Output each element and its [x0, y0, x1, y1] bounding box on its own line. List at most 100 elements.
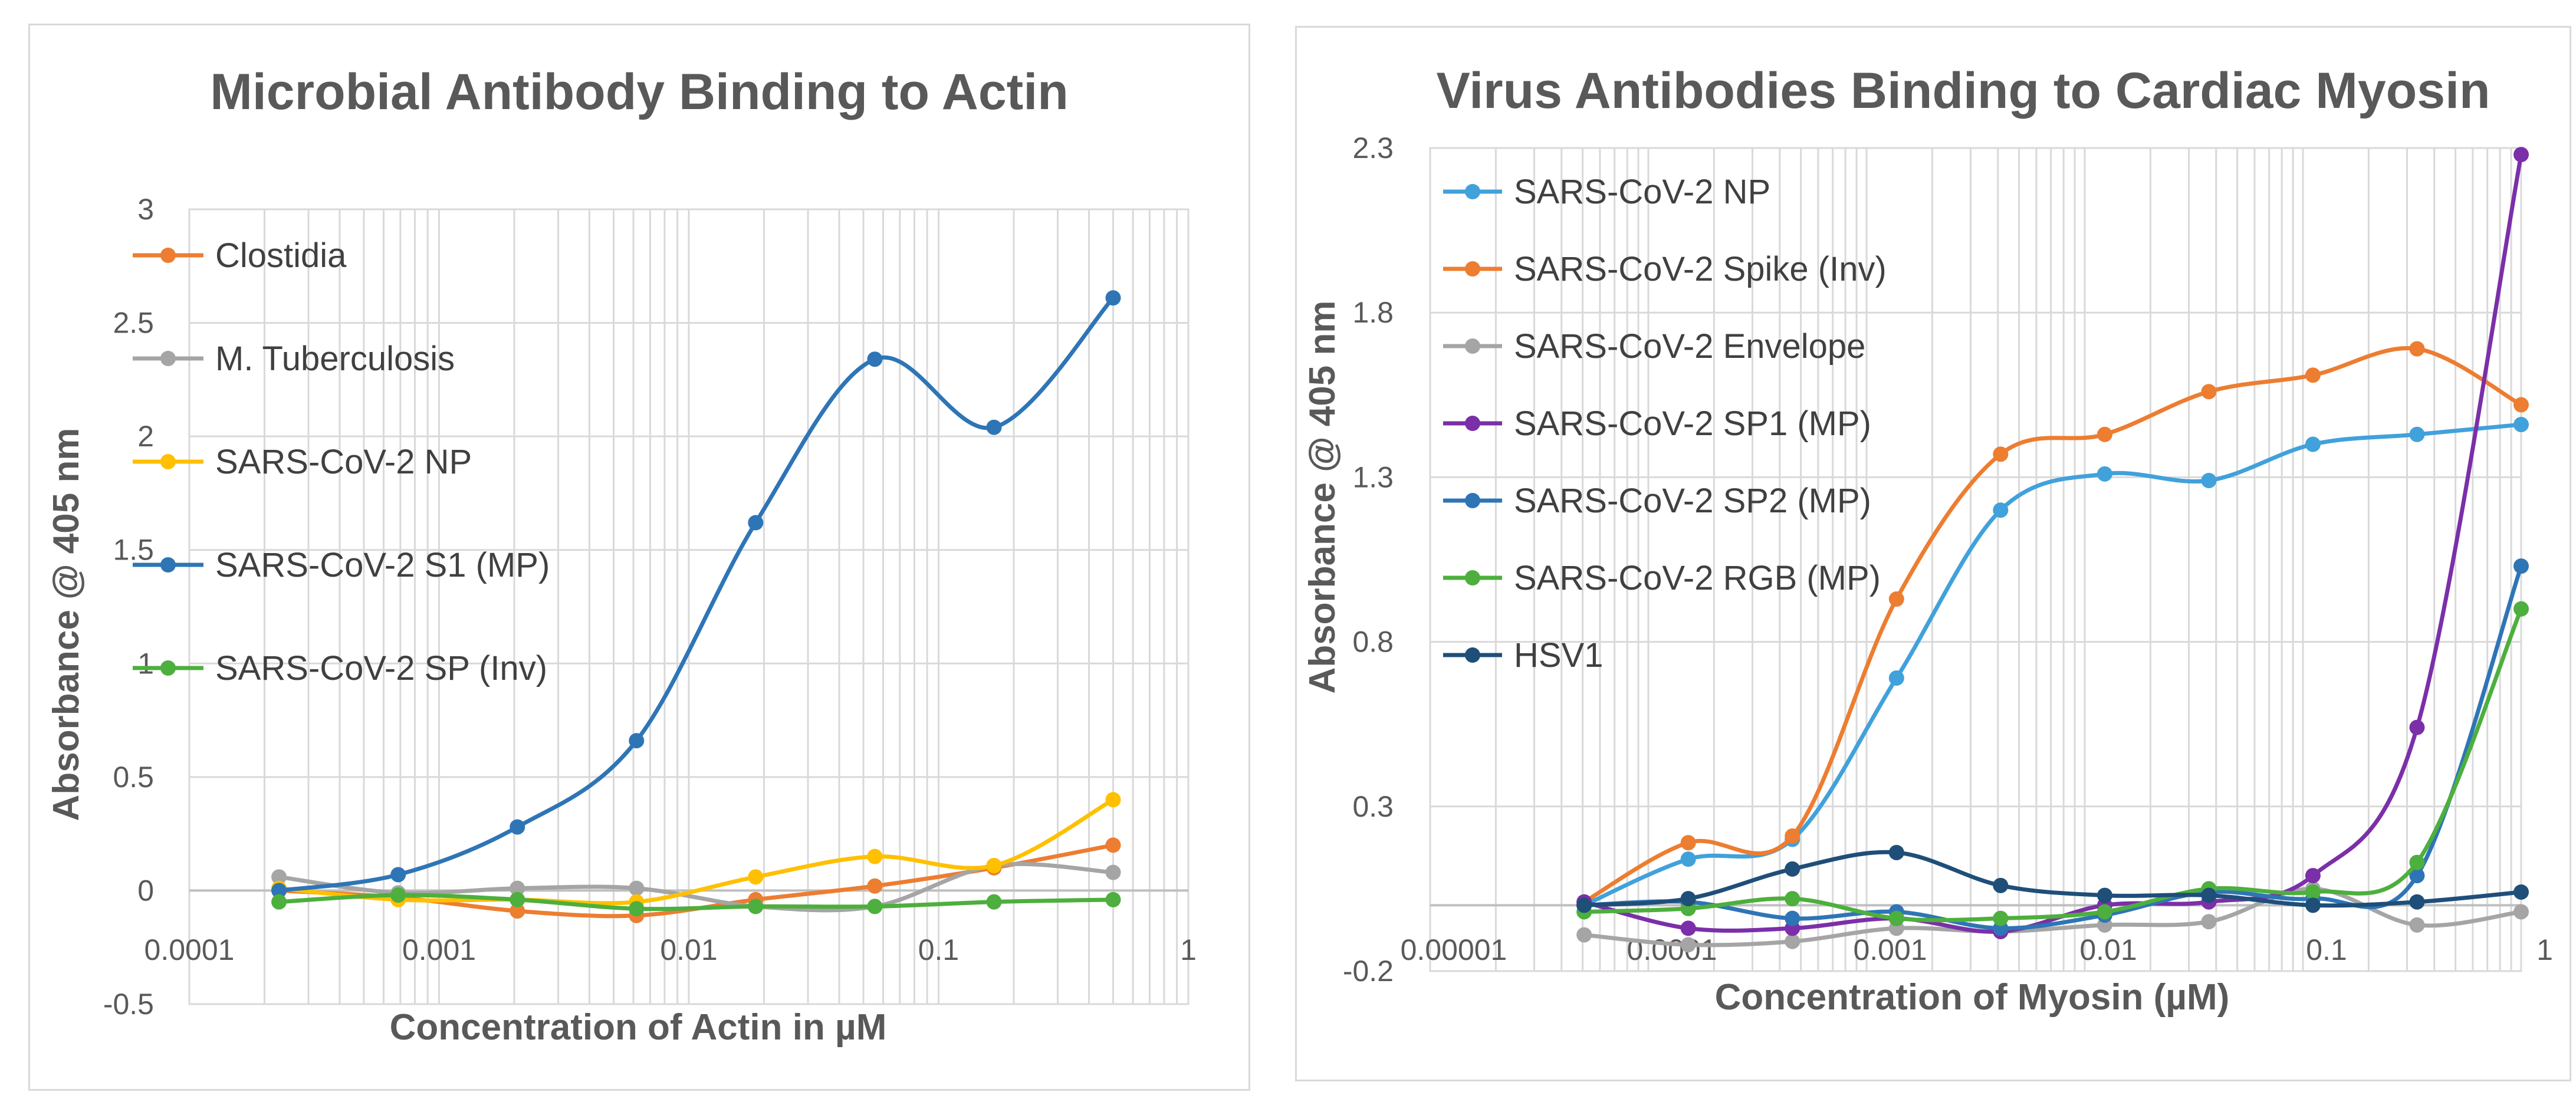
series-sars-cov-2-s1-mp — [271, 290, 1121, 899]
legend-item: SARS-CoV-2 SP (Inv) — [133, 649, 547, 687]
data-point — [2513, 904, 2529, 920]
legend-marker — [160, 351, 176, 366]
legend-label: SARS-CoV-2 SP1 (MP) — [1514, 404, 1871, 443]
data-point — [1785, 933, 1800, 949]
data-point — [2305, 868, 2321, 884]
legend-item: HSV1 — [1443, 636, 1604, 675]
legend-marker — [1465, 338, 1480, 354]
data-point — [986, 894, 1002, 910]
y-tick-label: -0.2 — [1343, 955, 1394, 988]
chart-title: Microbial Antibody Binding to Actin — [210, 64, 1069, 120]
data-point — [1993, 502, 2009, 518]
y-axis-title: Absorbance @ 405 nm — [46, 428, 87, 821]
y-tick-label: 1.8 — [1352, 296, 1394, 329]
legend-item: SARS-CoV-2 SP1 (MP) — [1443, 404, 1871, 443]
y-tick-label: 1.3 — [1352, 460, 1394, 494]
data-point — [2409, 894, 2425, 910]
myosin-chart-panel: Virus Antibodies Binding to Cardiac Myos… — [1295, 26, 2571, 1081]
data-point — [748, 515, 764, 531]
data-point — [271, 894, 287, 910]
y-tick-label: 3 — [137, 193, 154, 226]
data-point — [2409, 719, 2425, 735]
legend-label: HSV1 — [1514, 636, 1604, 675]
data-point — [1785, 828, 1800, 844]
legend-item: SARS-CoV-2 NP — [133, 443, 472, 481]
data-point — [2513, 601, 2529, 617]
data-point — [2201, 384, 2217, 400]
x-tick-label: 0.001 — [1853, 933, 1927, 966]
data-point — [1680, 891, 1696, 907]
legend-item: SARS-CoV-2 Spike (Inv) — [1443, 250, 1887, 288]
chart-title: Virus Antibodies Binding to Cardiac Myos… — [1436, 62, 2490, 119]
data-point — [867, 351, 883, 367]
data-point — [2409, 868, 2425, 884]
data-point — [1105, 837, 1121, 853]
data-point — [1105, 864, 1121, 880]
series-sars-cov-2-sp2-mp — [1576, 558, 2529, 936]
data-point — [2097, 904, 2112, 920]
data-point — [1576, 927, 1592, 943]
data-point — [271, 883, 287, 899]
data-point — [1993, 446, 2009, 462]
data-point — [748, 869, 764, 885]
data-point — [2409, 426, 2425, 442]
legend-item: SARS-CoV-2 SP2 (MP) — [1443, 482, 1871, 520]
data-point — [1785, 910, 1800, 926]
data-point — [1785, 891, 1800, 907]
data-point — [2409, 854, 2425, 870]
series-line — [277, 893, 1116, 912]
data-point — [1680, 920, 1696, 936]
data-point — [2513, 417, 2529, 433]
data-point — [2409, 917, 2425, 933]
x-tick-label: 0.1 — [2306, 933, 2347, 966]
data-point — [1888, 591, 1904, 607]
series-lines — [271, 290, 1121, 923]
legend-label: SARS-CoV-2 RGB (MP) — [1514, 559, 1881, 597]
data-point — [2097, 426, 2112, 442]
data-point — [2513, 147, 2529, 163]
legend-marker — [1465, 647, 1480, 663]
data-point — [2305, 436, 2321, 452]
data-point — [629, 880, 645, 896]
y-tick-label: -0.5 — [103, 988, 154, 1021]
data-point — [1785, 861, 1800, 877]
legend-label: M. Tuberculosis — [215, 340, 455, 378]
legend-label: SARS-CoV-2 Envelope — [1514, 327, 1865, 366]
legend-marker — [1465, 570, 1480, 585]
x-tick-label: 0.0001 — [1627, 933, 1717, 966]
data-point — [986, 858, 1002, 874]
x-tick-label: 0.0001 — [144, 933, 235, 966]
axis-ticks: -0.2 0.3 0.8 1.3 1.8 2.3 0.00001 0.0001 0.001 0.0… — [1343, 131, 2553, 988]
data-point — [1888, 670, 1904, 686]
data-point — [2305, 884, 2321, 900]
data-point — [510, 903, 525, 919]
data-point — [2097, 466, 2112, 482]
legend-marker — [160, 454, 176, 469]
data-point — [2305, 367, 2321, 383]
myosin-chart: Virus Antibodies Binding to Cardiac Myos… — [1302, 62, 2553, 1018]
actin-chart-panel: Microbial Antibody Binding to Actin Conc… — [28, 24, 1250, 1091]
data-point — [986, 419, 1002, 435]
legend-item: Clostidia — [133, 236, 347, 275]
series-sars-cov-2-spike-inv — [1576, 341, 2529, 910]
axis-ticks: -0.5 0 0.5 1 1.5 2 2.5 3 0.0001 0.001 0.01 0.1 1 — [103, 193, 1197, 1021]
data-point — [1888, 910, 1904, 926]
y-tick-label: 0.8 — [1352, 626, 1394, 659]
y-tick-label: 2 — [137, 420, 154, 453]
data-point — [510, 819, 525, 835]
y-tick-label: 0.5 — [113, 761, 154, 794]
series-line — [1582, 564, 2524, 930]
legend-label: Clostidia — [215, 236, 347, 275]
data-point — [2201, 472, 2217, 488]
data-point — [1105, 792, 1121, 808]
data-point — [1680, 835, 1696, 851]
data-point — [390, 867, 406, 883]
plot-area-border — [188, 208, 1190, 1005]
data-point — [2201, 914, 2217, 930]
data-point — [2409, 341, 2425, 357]
y-tick-label: 2.3 — [1352, 131, 1394, 165]
gridlines — [188, 208, 1190, 1005]
data-point — [1576, 897, 1592, 913]
x-axis-title: Concentration of Actin in µM — [390, 1007, 887, 1048]
data-point — [2513, 558, 2529, 574]
